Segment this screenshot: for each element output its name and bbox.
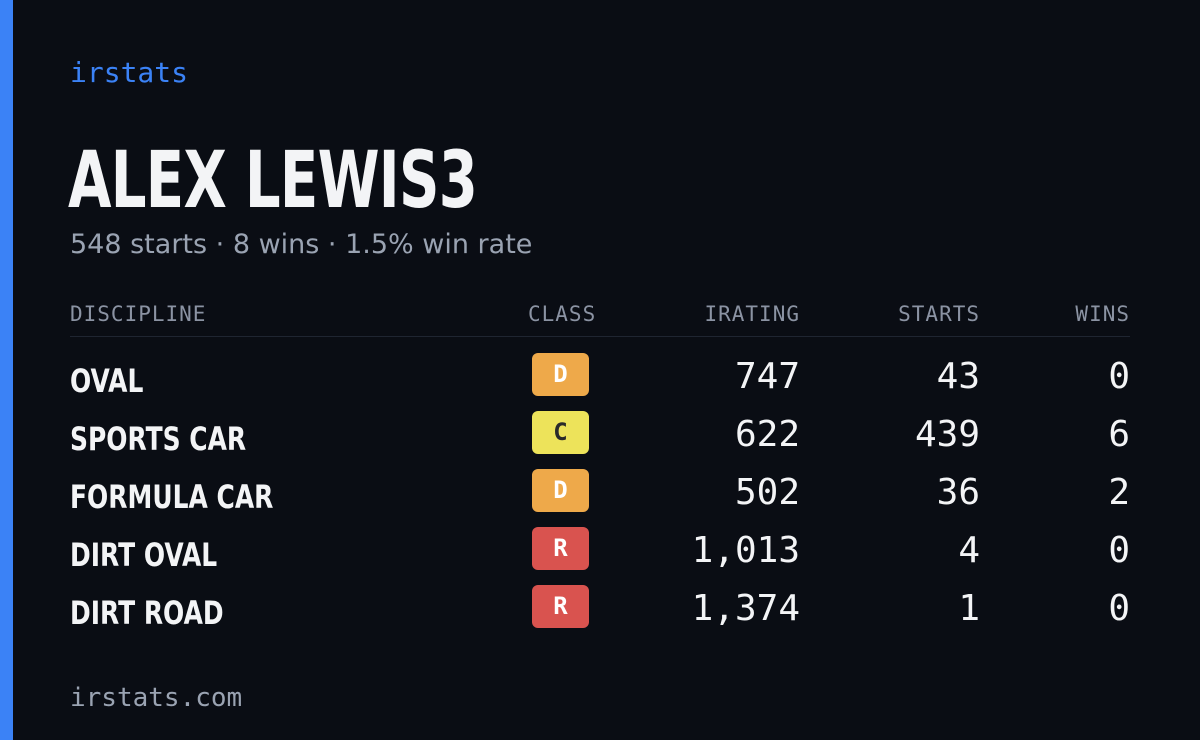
table-row: OVAL D 747 43 0 <box>70 353 1130 411</box>
starts-value: 439 <box>914 414 980 455</box>
license-class-badge: R <box>532 585 589 628</box>
discipline-name: DIRT OVAL <box>70 536 218 574</box>
irating-value: 747 <box>734 356 800 397</box>
discipline-name: FORMULA CAR <box>70 478 274 516</box>
header-discipline: DISCIPLINE <box>70 302 207 326</box>
wins-value: 0 <box>1108 588 1130 629</box>
starts-value: 43 <box>936 356 980 397</box>
irating-value: 502 <box>734 472 800 513</box>
license-class-badge: C <box>532 411 589 454</box>
irating-value: 1,374 <box>691 588 800 629</box>
driver-name: ALEX LEWIS3 <box>68 136 478 226</box>
table-row: FORMULA CAR D 502 36 2 <box>70 469 1130 527</box>
stats-table: DISCIPLINE CLASS IRATING STARTS WINS OVA… <box>70 296 1130 643</box>
brand-logo: irstats <box>70 56 189 89</box>
table-header: DISCIPLINE CLASS IRATING STARTS WINS <box>70 296 1130 337</box>
header-wins: WINS <box>1075 302 1130 326</box>
driver-summary: 548 starts · 8 wins · 1.5% win rate <box>70 229 533 260</box>
license-class-badge: R <box>532 527 589 570</box>
table-row: SPORTS CAR C 622 439 6 <box>70 411 1130 469</box>
table-row: DIRT OVAL R 1,013 4 0 <box>70 527 1130 585</box>
header-class: CLASS <box>528 302 597 326</box>
discipline-name: DIRT ROAD <box>70 594 224 632</box>
starts-value: 36 <box>936 472 980 513</box>
accent-bar <box>0 0 13 740</box>
table-row: DIRT ROAD R 1,374 1 0 <box>70 585 1130 643</box>
irating-value: 622 <box>734 414 800 455</box>
starts-value: 1 <box>958 588 980 629</box>
discipline-name: OVAL <box>70 362 144 400</box>
wins-value: 0 <box>1108 530 1130 571</box>
footer-url: irstats.com <box>70 683 243 713</box>
starts-value: 4 <box>958 530 980 571</box>
license-class-badge: D <box>532 469 589 512</box>
wins-value: 0 <box>1108 356 1130 397</box>
wins-value: 6 <box>1108 414 1130 455</box>
license-class-badge: D <box>532 353 589 396</box>
header-starts: STARTS <box>898 302 980 326</box>
wins-value: 2 <box>1108 472 1130 513</box>
header-irating: IRATING <box>704 302 800 326</box>
irating-value: 1,013 <box>691 530 800 571</box>
table-body: OVAL D 747 43 0 SPORTS CAR C 622 439 6 F… <box>70 337 1130 643</box>
discipline-name: SPORTS CAR <box>70 420 247 458</box>
